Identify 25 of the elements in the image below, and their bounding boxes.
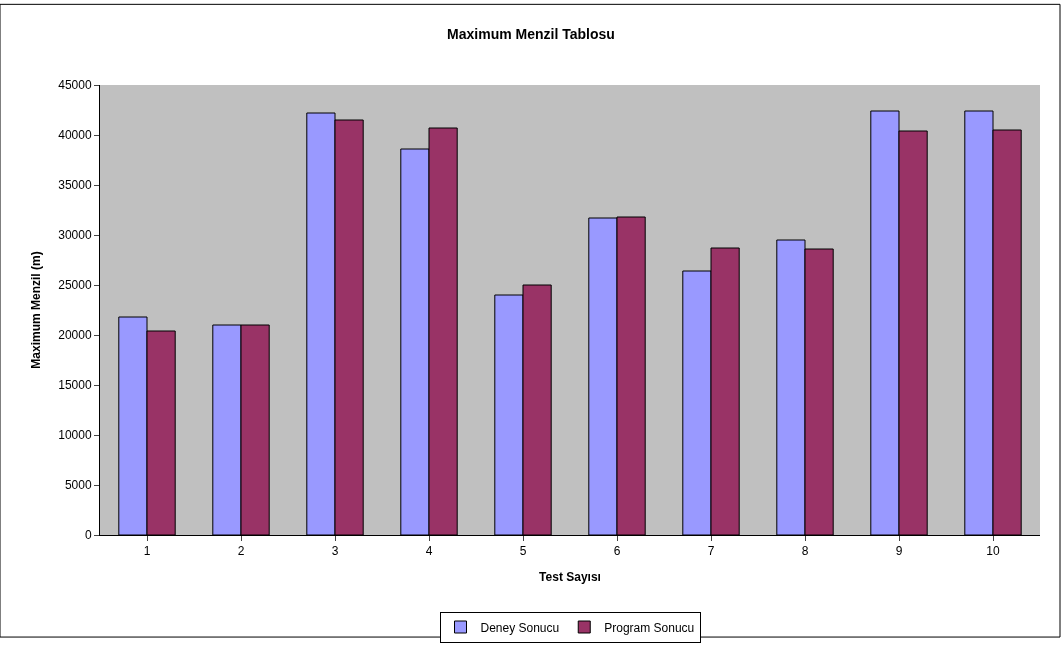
legend-label: Deney Sonucu xyxy=(480,620,560,635)
y-tick-label: 5000 xyxy=(64,478,92,493)
x-tick-label: 6 xyxy=(613,544,621,559)
x-tick-label: 7 xyxy=(707,544,715,559)
legend-label: Program Sonucu xyxy=(604,620,695,635)
x-tick-label: 9 xyxy=(895,544,903,559)
x-tick-label: 4 xyxy=(425,544,433,559)
y-tick-label: 20000 xyxy=(58,328,92,343)
x-tick-label: 1 xyxy=(143,544,151,559)
y-tick-label: 40000 xyxy=(58,128,92,143)
y-tick-label: 10000 xyxy=(58,428,92,443)
y-tick-label: 15000 xyxy=(58,378,92,393)
y-tick-label: 45000 xyxy=(58,78,92,93)
y-tick-label: 0 xyxy=(84,528,92,543)
x-tick-label: 8 xyxy=(801,544,809,559)
x-tick-label: 3 xyxy=(331,544,339,559)
x-tick-label: 2 xyxy=(237,544,245,559)
y-tick-label: 35000 xyxy=(58,178,92,193)
x-axis-title: Test Sayısı xyxy=(539,570,601,585)
y-tick-label: 30000 xyxy=(58,228,92,243)
x-tick-label: 5 xyxy=(519,544,527,559)
x-tick-label: 10 xyxy=(986,544,1000,559)
chart-title: Maximum Menzil Tablosu xyxy=(447,26,615,43)
y-tick-label: 25000 xyxy=(58,278,92,293)
y-axis-title: Maximum Menzil (m) xyxy=(28,251,43,369)
